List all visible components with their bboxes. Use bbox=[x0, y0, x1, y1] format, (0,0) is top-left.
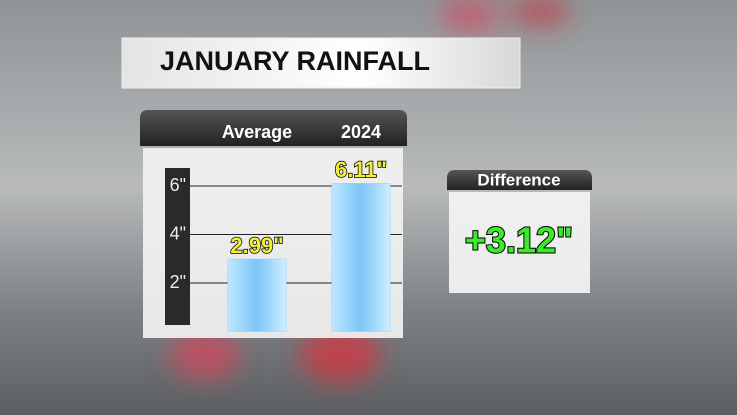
value-label: 2.99" bbox=[230, 233, 283, 258]
difference-value: +3.12" bbox=[465, 220, 573, 261]
chart-title: JANUARY RAINFALL bbox=[160, 46, 430, 76]
y-tick-label: 2" bbox=[170, 272, 186, 292]
background-lights bbox=[170, 0, 570, 383]
category-label: 2024 bbox=[341, 122, 381, 142]
difference-header bbox=[447, 170, 592, 190]
category-label: Average bbox=[222, 122, 292, 142]
header-bar bbox=[140, 110, 407, 146]
y-axis-strip bbox=[165, 168, 190, 325]
y-tick-label: 4" bbox=[170, 223, 186, 243]
bar bbox=[227, 258, 287, 332]
y-tick-label: 6" bbox=[170, 175, 186, 195]
difference-panel bbox=[449, 192, 590, 293]
bar bbox=[331, 183, 391, 332]
title-panel bbox=[121, 37, 521, 89]
value-label: 6.11" bbox=[335, 157, 387, 182]
difference-title: Difference bbox=[477, 170, 560, 189]
